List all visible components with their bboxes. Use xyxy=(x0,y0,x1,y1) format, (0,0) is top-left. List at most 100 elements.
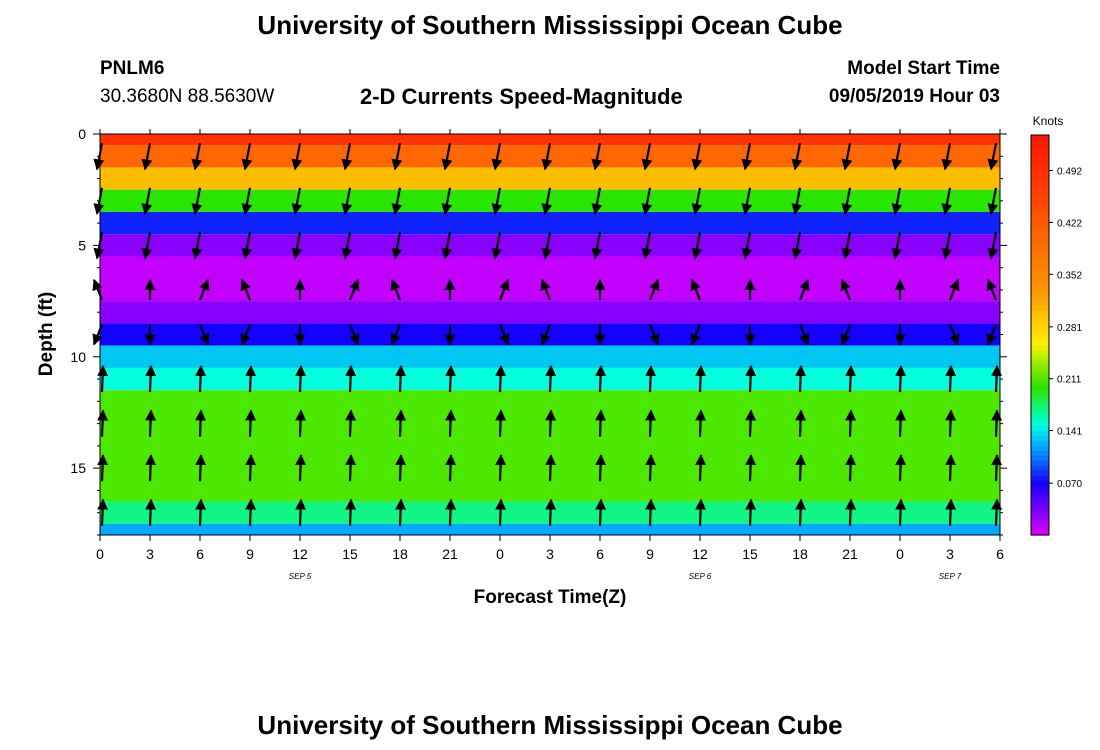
colorbar-swatch xyxy=(1031,470,1049,476)
current-vector xyxy=(291,143,303,171)
current-vector xyxy=(391,143,403,171)
speed-layer xyxy=(100,345,1000,368)
x-day-label: SEP 7 xyxy=(939,572,962,581)
current-vector xyxy=(987,232,999,260)
colorbar-swatch xyxy=(1031,340,1049,346)
current-vector xyxy=(97,409,109,437)
colorbar-swatch xyxy=(1031,300,1049,306)
colorbar-swatch xyxy=(1031,210,1049,216)
current-vector xyxy=(541,143,553,171)
current-vector xyxy=(141,187,153,215)
current-vector xyxy=(745,498,757,526)
colorbar-swatch xyxy=(1031,195,1049,201)
colorbar-swatch xyxy=(1031,155,1049,161)
current-vector xyxy=(445,498,457,526)
colorbar-swatch xyxy=(1031,160,1049,166)
x-day-label: SEP 6 xyxy=(689,572,712,581)
current-vector xyxy=(591,143,603,171)
current-vector xyxy=(295,498,307,526)
colorbar-tick-label: 0.281 xyxy=(1057,323,1082,334)
colorbar-swatch xyxy=(1031,475,1049,481)
current-vector xyxy=(445,409,457,437)
current-vector xyxy=(595,364,607,393)
current-vector xyxy=(941,187,953,215)
current-vector xyxy=(191,232,203,260)
current-vector xyxy=(798,278,810,301)
current-vector xyxy=(240,278,252,301)
current-vector xyxy=(891,143,903,171)
current-vector xyxy=(741,187,753,215)
current-vector xyxy=(991,454,1003,482)
model-start-label: Model Start Time xyxy=(847,58,1000,79)
colorbar-swatch xyxy=(1031,265,1049,271)
colorbar-swatch xyxy=(1031,375,1049,381)
x-tick-label: 9 xyxy=(246,546,254,562)
current-vector xyxy=(641,187,653,215)
colorbar-swatch xyxy=(1031,490,1049,496)
current-vector xyxy=(498,324,510,346)
x-tick-label: 0 xyxy=(96,546,104,562)
colorbar-swatch xyxy=(1031,385,1049,391)
current-vector xyxy=(245,454,257,482)
colorbar: 0.492 0.422 0.352 0.281 0.211 0.141 0.070 xyxy=(1030,134,1082,536)
x-tick-label: 6 xyxy=(596,546,604,562)
current-vector xyxy=(495,498,507,526)
current-vector xyxy=(641,232,653,260)
x-tick-label: 0 xyxy=(496,546,504,562)
current-vector xyxy=(391,187,403,215)
current-vector xyxy=(841,187,853,215)
current-speed-chart: 0 3 6 9 12 15 18 21 0 3 6 9 12 15 18 21 0 3 6 SEP 5 SEP 6 SEP… xyxy=(36,114,1082,608)
current-vector xyxy=(945,409,957,437)
current-vector xyxy=(145,364,157,393)
current-vector xyxy=(948,278,960,301)
current-vector xyxy=(645,498,657,526)
y-axis-label: Depth (ft) xyxy=(36,292,57,376)
current-vector xyxy=(241,232,253,260)
colorbar-swatch xyxy=(1031,200,1049,206)
colorbar-swatch xyxy=(1031,270,1049,276)
station-id: PNLM6 xyxy=(100,58,165,79)
current-vector xyxy=(745,409,757,437)
current-vector xyxy=(145,409,157,437)
current-vector xyxy=(395,364,407,393)
current-vector xyxy=(690,324,702,346)
colorbar-swatch xyxy=(1031,295,1049,301)
current-vector xyxy=(648,278,660,301)
speed-layer xyxy=(100,145,1000,168)
current-vector xyxy=(845,454,857,482)
colorbar-swatch xyxy=(1031,425,1049,431)
current-vector xyxy=(295,454,307,482)
y-tick-label: 10 xyxy=(70,349,86,365)
current-vector xyxy=(195,498,207,526)
colorbar-swatch xyxy=(1031,410,1049,416)
colorbar-swatch xyxy=(1031,150,1049,156)
current-vector xyxy=(291,187,303,215)
current-vector xyxy=(195,409,207,437)
current-vector xyxy=(895,409,907,437)
colorbar-swatch xyxy=(1031,310,1049,316)
speed-layer xyxy=(100,390,1000,502)
colorbar-swatch xyxy=(1031,445,1049,451)
colorbar-swatch xyxy=(1031,290,1049,296)
colorbar-swatch xyxy=(1031,245,1049,251)
current-vector xyxy=(945,364,957,393)
current-vector xyxy=(345,409,357,437)
x-day-label: SEP 5 xyxy=(289,572,312,581)
current-vector xyxy=(445,364,457,393)
x-tick-label: 6 xyxy=(996,546,1004,562)
x-axis-label: Forecast Time(Z) xyxy=(474,587,627,608)
colorbar-swatch xyxy=(1031,360,1049,366)
current-vector xyxy=(798,324,810,346)
colorbar-swatch xyxy=(1031,460,1049,466)
x-tick-label: 3 xyxy=(946,546,954,562)
speed-layer xyxy=(100,234,1000,257)
current-vector xyxy=(245,364,257,393)
current-vector xyxy=(948,324,960,346)
colorbar-swatch xyxy=(1031,305,1049,311)
colorbar-swatch xyxy=(1031,320,1049,326)
colorbar-swatch xyxy=(1031,395,1049,401)
current-vector xyxy=(595,454,607,482)
current-vector xyxy=(97,364,109,393)
x-tick-label: 9 xyxy=(646,546,654,562)
current-vector xyxy=(695,364,707,393)
